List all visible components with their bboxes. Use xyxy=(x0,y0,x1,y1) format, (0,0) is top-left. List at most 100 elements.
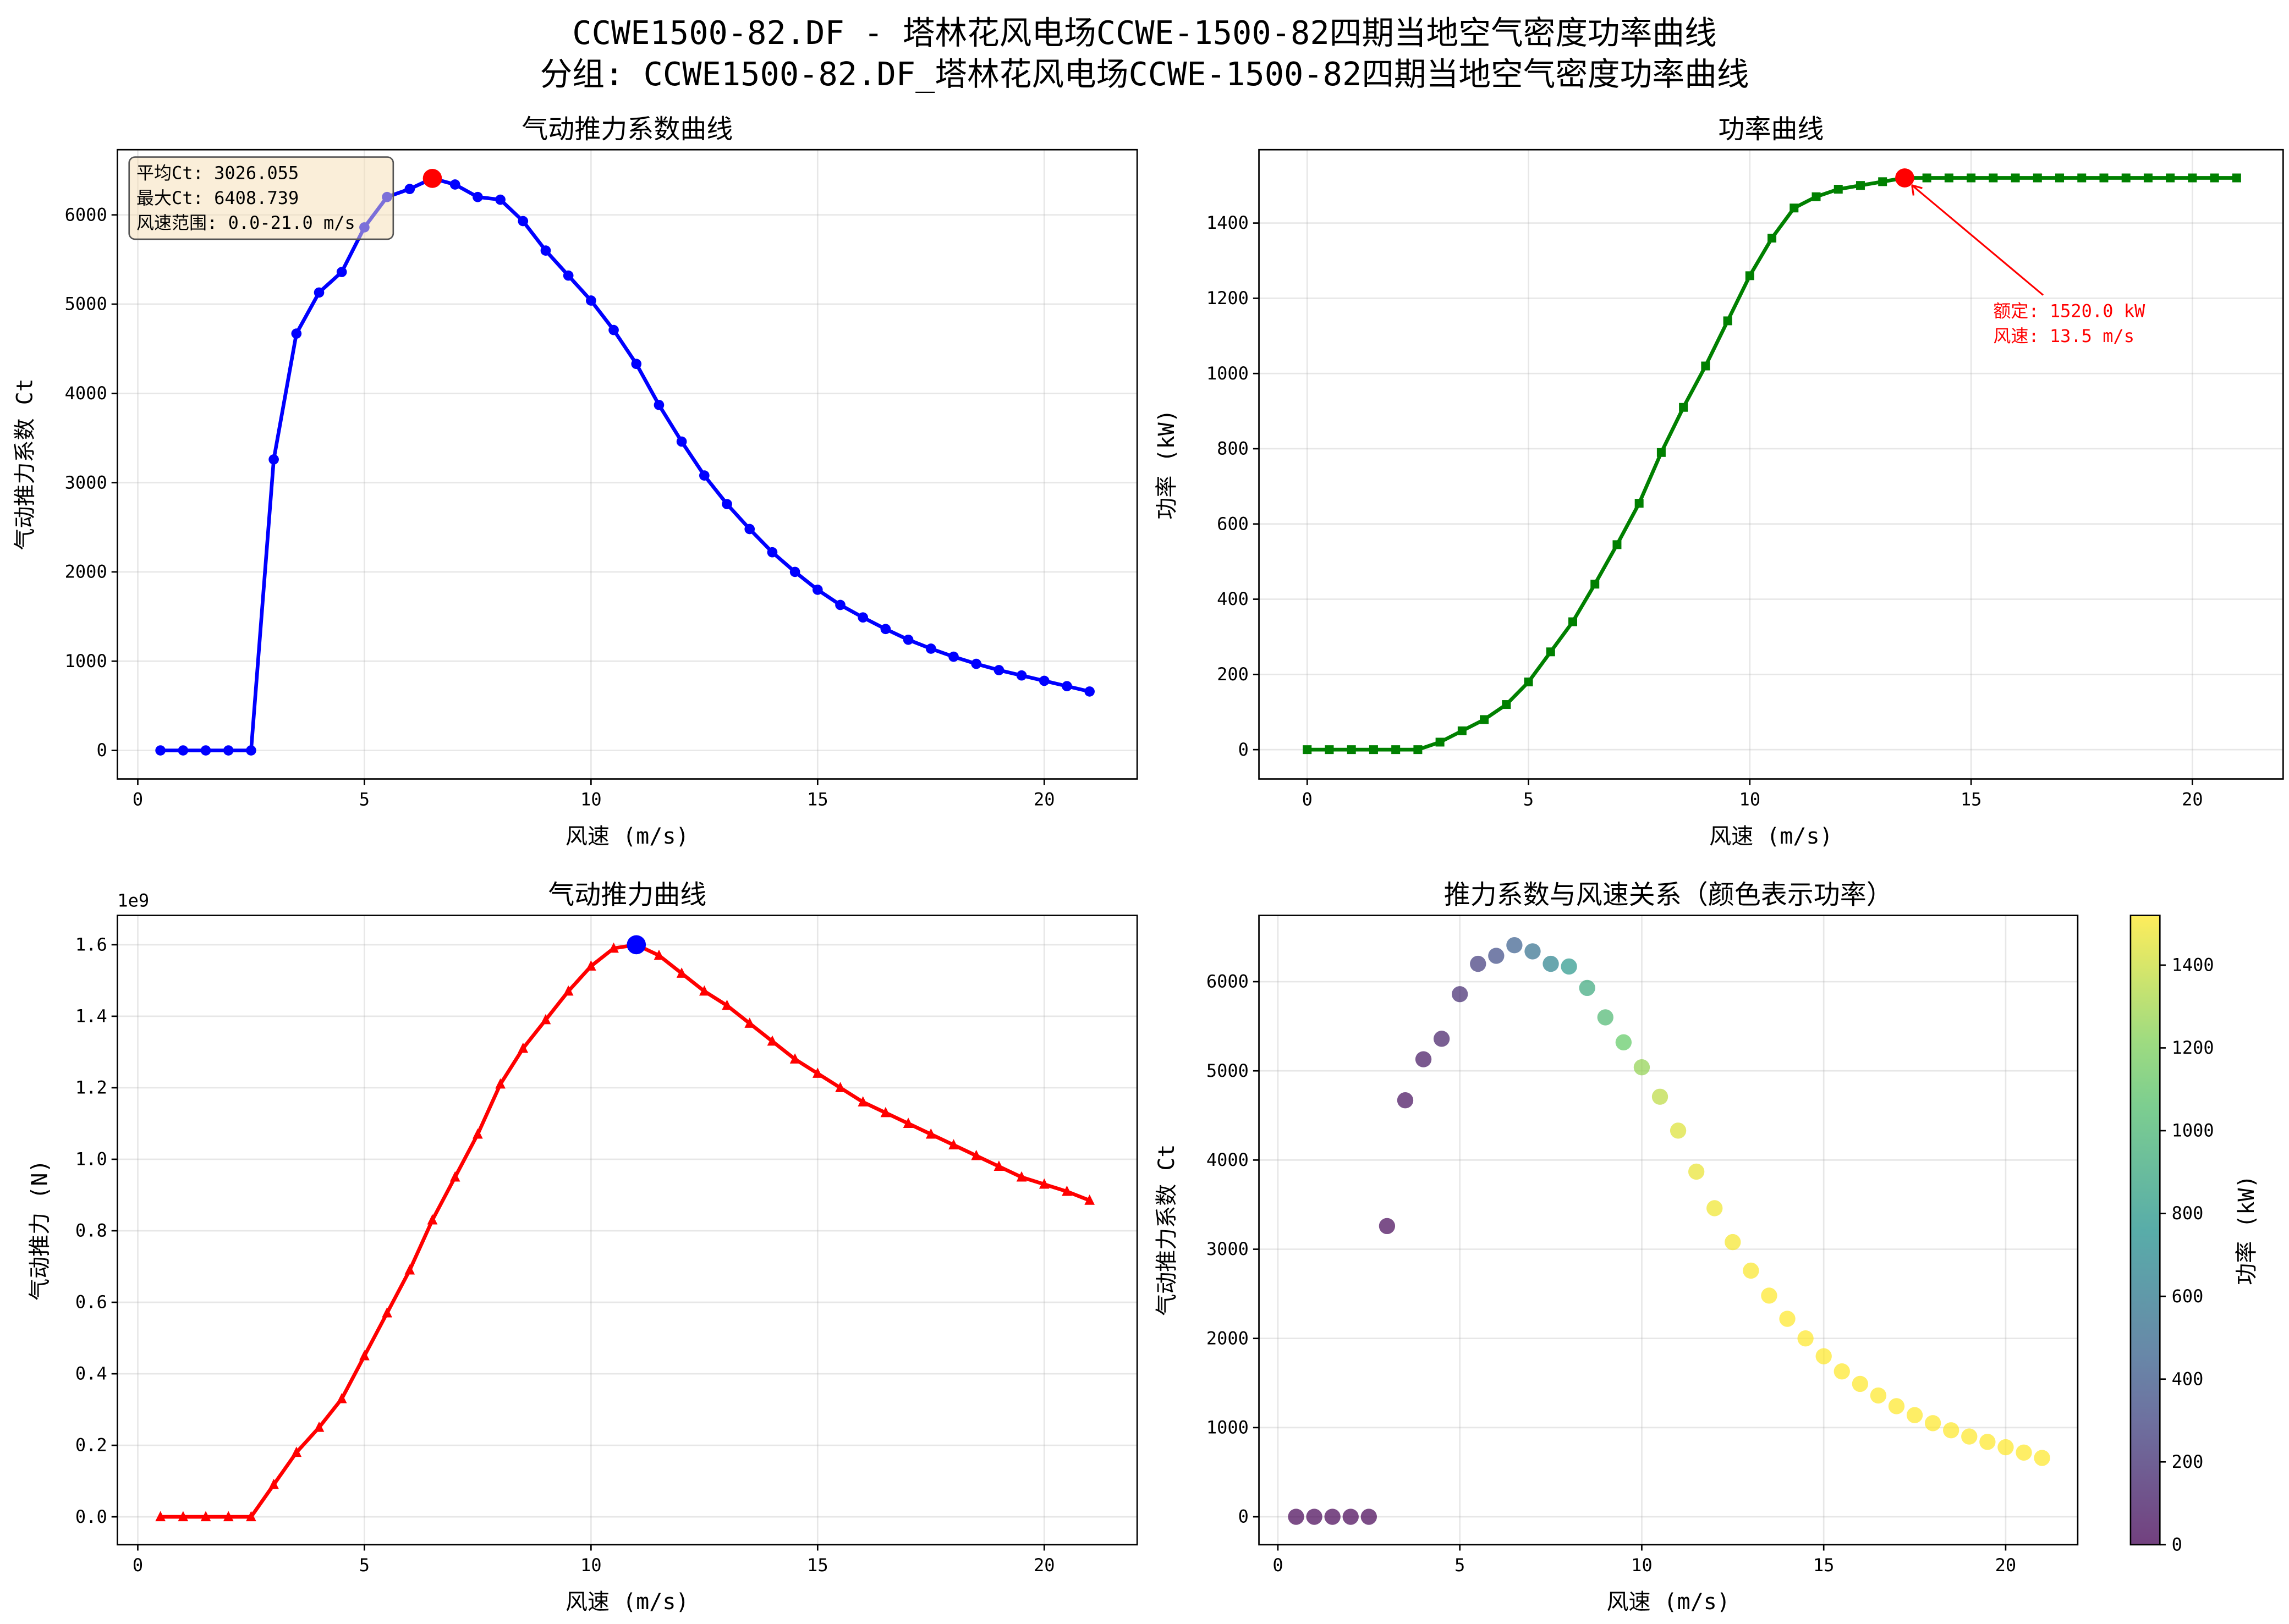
scatter-point xyxy=(1360,1509,1377,1525)
data-point xyxy=(1062,681,1072,692)
y-tick-label: 1400 xyxy=(1206,212,1249,233)
plot-area xyxy=(1288,937,2050,1525)
data-point xyxy=(789,566,800,577)
data-point xyxy=(155,1511,166,1522)
data-point xyxy=(359,1350,370,1361)
scatter-point xyxy=(1452,986,1468,1003)
data-point xyxy=(1790,203,1799,213)
scatter-point xyxy=(1834,1363,1850,1380)
axes-frame xyxy=(117,915,1138,1546)
data-point xyxy=(654,949,665,960)
data-point xyxy=(903,1117,914,1128)
data-point xyxy=(495,194,506,205)
x-tick-label: 5 xyxy=(1454,1555,1465,1576)
scatter-point xyxy=(1415,1051,1432,1067)
plot-area xyxy=(155,935,1095,1522)
data-point xyxy=(2055,173,2065,183)
data-point xyxy=(336,267,347,277)
data-point xyxy=(1922,173,1931,183)
x-tick-label: 15 xyxy=(1961,789,1982,810)
y-tick-label: 2000 xyxy=(65,561,107,582)
colorbar-tick-label: 800 xyxy=(2172,1203,2204,1224)
data-point xyxy=(2166,173,2175,183)
max-point-marker xyxy=(627,935,646,955)
scatter-point xyxy=(1870,1387,1887,1404)
data-point xyxy=(404,184,415,194)
scatter-point xyxy=(1961,1428,1978,1445)
y-tick-label: 0.4 xyxy=(75,1363,107,1384)
subplot-3: 0 5 10 15 20 0.0 0.2 0.4 0.6 0.8 1.0 1.2 1.4 1.6 气动推力曲… xyxy=(27,879,1138,1615)
axes-frame xyxy=(1258,915,2079,1546)
data-point xyxy=(1967,173,1976,183)
data-point xyxy=(178,745,189,756)
data-point xyxy=(473,1128,483,1139)
data-point xyxy=(744,524,755,535)
data-point xyxy=(1435,737,1445,747)
scatter-point xyxy=(1597,1009,1613,1026)
scatter-point xyxy=(1397,1092,1414,1109)
x-tick-label: 0 xyxy=(133,1555,143,1576)
colorbar-tick-label: 1400 xyxy=(2172,955,2214,976)
scatter-point xyxy=(1815,1348,1832,1364)
data-point xyxy=(1723,316,1732,326)
y-tick-label: 0.8 xyxy=(75,1220,107,1241)
subplot-title: 推力系数与风速关系（颜色表示功率） xyxy=(1444,879,1893,910)
colorbar-tick-label: 0 xyxy=(2172,1534,2182,1555)
data-point xyxy=(1546,647,1555,657)
scatter-point xyxy=(2016,1444,2032,1461)
stats-line: 风速范围: 0.0-21.0 m/s xyxy=(136,212,355,233)
y-tick-label: 5000 xyxy=(65,294,107,315)
data-point xyxy=(2121,173,2131,183)
x-tick-label: 10 xyxy=(580,789,602,810)
data-point xyxy=(948,1139,959,1149)
x-axis-label: 风速 (m/s) xyxy=(1709,824,1832,849)
y-tick-label: 4000 xyxy=(65,383,107,404)
scatter-point xyxy=(1506,937,1523,954)
data-point xyxy=(314,287,325,298)
colorbar-tick-label: 1000 xyxy=(2172,1120,2214,1141)
data-point xyxy=(2232,173,2241,183)
colorbar-tick-label: 1200 xyxy=(2172,1037,2214,1058)
subplot-1: 0 5 10 15 20 0 1000 2000 3000 4000 5000 6000 气动推力系数曲… xyxy=(13,114,1138,849)
data-point xyxy=(2077,173,2087,183)
data-point xyxy=(336,1392,347,1403)
x-tick-label: 0 xyxy=(133,789,143,810)
y-tick-label: 4000 xyxy=(1206,1149,1249,1170)
y-axis-label: 功率 (kW) xyxy=(1154,409,1179,519)
x-tick-label: 0 xyxy=(1302,789,1313,810)
data-point xyxy=(314,1421,325,1432)
stats-line: 最大Ct: 6408.739 xyxy=(136,188,299,208)
x-tick-label: 5 xyxy=(359,789,370,810)
data-point xyxy=(1480,715,1489,724)
data-point xyxy=(903,634,914,645)
x-tick-label: 15 xyxy=(807,1555,828,1576)
data-point xyxy=(925,643,936,654)
colorbar-tick-label: 400 xyxy=(2172,1368,2204,1389)
data-point xyxy=(1524,678,1533,687)
data-point xyxy=(1369,745,1378,755)
x-tick-label: 20 xyxy=(1034,789,1055,810)
stats-line: 平均Ct: 3026.055 xyxy=(136,163,299,184)
data-point xyxy=(223,745,234,756)
data-point xyxy=(1701,361,1710,371)
data-point xyxy=(993,665,1004,675)
axes-frame xyxy=(117,148,1138,780)
arrow-head-icon xyxy=(1911,184,1923,196)
scatter-point xyxy=(1797,1330,1814,1347)
scatter-point xyxy=(1288,1509,1304,1525)
x-tick-label: 15 xyxy=(807,789,828,810)
data-point xyxy=(948,651,959,662)
y-tick-label: 5000 xyxy=(1206,1060,1249,1081)
data-point xyxy=(246,1511,256,1522)
y-tick-label: 2000 xyxy=(1206,1328,1249,1348)
data-point xyxy=(1039,1178,1050,1189)
y-tick-label: 1200 xyxy=(1206,288,1249,309)
data-point xyxy=(1745,271,1754,280)
scatter-point xyxy=(1670,1122,1687,1139)
x-tick-label: 0 xyxy=(1272,1555,1283,1576)
x-tick-label: 15 xyxy=(1813,1555,1835,1576)
data-point xyxy=(1679,403,1688,412)
scatter-point xyxy=(1488,948,1505,964)
scatter-point xyxy=(1688,1163,1705,1180)
